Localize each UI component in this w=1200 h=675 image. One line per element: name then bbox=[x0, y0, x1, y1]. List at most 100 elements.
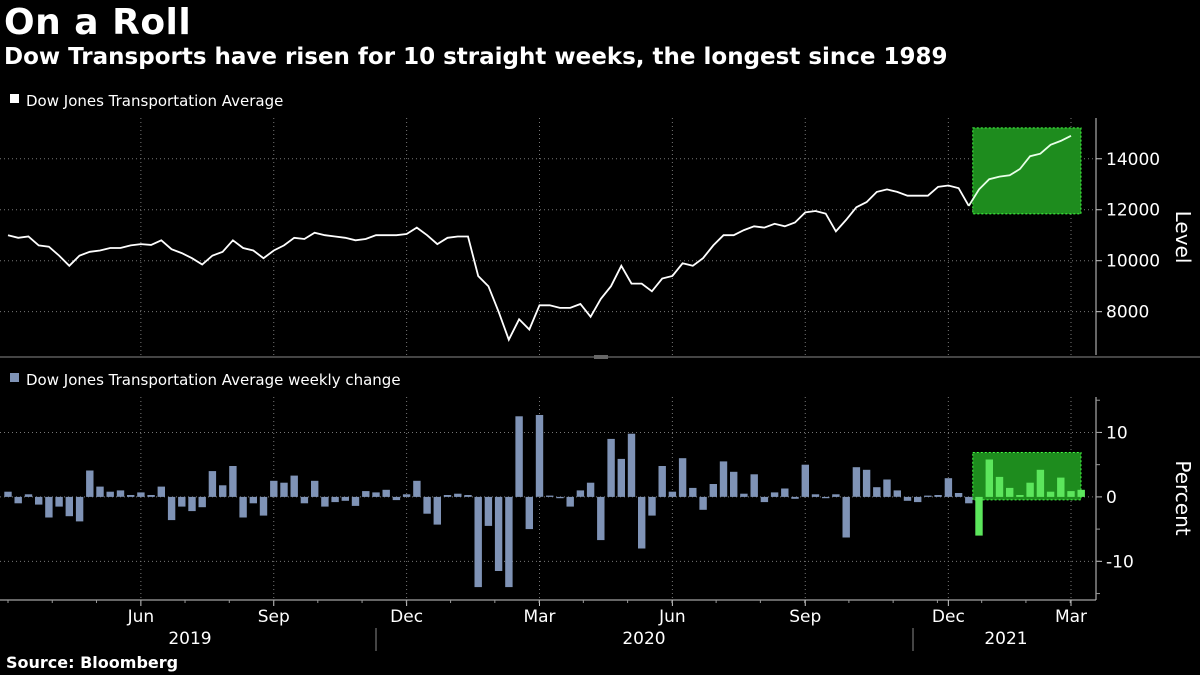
change-bar bbox=[944, 478, 953, 497]
change-bar bbox=[75, 496, 84, 522]
change-legend-label: Dow Jones Transportation Average weekly … bbox=[26, 371, 401, 389]
change-bar bbox=[842, 496, 850, 538]
change-bar bbox=[995, 476, 1004, 497]
change-bar bbox=[402, 494, 411, 497]
change-bar bbox=[331, 496, 339, 503]
change-bar bbox=[924, 495, 932, 497]
year-label-2021: 2021 bbox=[984, 629, 1027, 649]
level-series-line-highlight bbox=[968, 134, 1072, 207]
change-bar bbox=[985, 459, 993, 497]
change-bar bbox=[147, 495, 155, 497]
change-axis-title: Percent bbox=[1171, 460, 1195, 535]
year-label-2019: 2019 bbox=[168, 629, 211, 649]
x-ticks: Jun Sep Dec Mar Jun Sep Dec Mar bbox=[7, 600, 1087, 627]
level-highlight-rect bbox=[972, 127, 1082, 215]
change-bar bbox=[546, 495, 554, 497]
change-bar bbox=[55, 496, 63, 507]
change-bar bbox=[515, 416, 523, 497]
change-bar bbox=[781, 488, 789, 497]
change-bar bbox=[229, 466, 237, 497]
panel-resize-handle[interactable] bbox=[594, 355, 608, 359]
change-bar bbox=[576, 490, 585, 497]
change-tick-label: -10 bbox=[1106, 552, 1134, 572]
change-bar bbox=[24, 494, 33, 497]
change-bar bbox=[975, 496, 983, 536]
level-axis-title: Level bbox=[1171, 211, 1195, 264]
change-bar bbox=[454, 493, 462, 497]
change-bar bbox=[219, 485, 227, 497]
change-bar bbox=[270, 480, 278, 497]
change-bar bbox=[157, 486, 165, 497]
change-bar bbox=[198, 496, 206, 508]
change-bar bbox=[127, 495, 135, 497]
change-bar bbox=[1026, 482, 1034, 497]
change-bar bbox=[638, 496, 646, 549]
change-gridlines bbox=[0, 397, 1096, 600]
change-bar bbox=[372, 492, 380, 497]
change-bar bbox=[505, 496, 513, 588]
change-bar bbox=[413, 480, 421, 497]
level-series-line bbox=[7, 184, 970, 342]
change-bar bbox=[832, 494, 840, 497]
change-bar bbox=[259, 496, 268, 516]
change-bar bbox=[65, 496, 73, 517]
change-panel: Dow Jones Transportation Average weekly … bbox=[0, 371, 1195, 600]
change-bar bbox=[290, 475, 298, 497]
change-bar bbox=[392, 496, 401, 501]
change-bar bbox=[607, 438, 615, 497]
change-bar bbox=[494, 496, 503, 571]
month-label: Dec bbox=[932, 607, 965, 627]
chart-subtitle: Dow Transports have risen for 10 straigh… bbox=[4, 44, 948, 70]
month-label: Sep bbox=[789, 607, 821, 627]
change-bar bbox=[678, 458, 687, 497]
change-bar bbox=[1077, 489, 1085, 497]
year-label-2020: 2020 bbox=[622, 629, 665, 649]
level-tick-label: 14000 bbox=[1106, 150, 1160, 170]
change-bar bbox=[45, 496, 53, 518]
month-label: Mar bbox=[1055, 607, 1087, 627]
change-bar bbox=[311, 480, 319, 497]
change-bar bbox=[627, 433, 636, 497]
change-bar bbox=[4, 491, 12, 497]
month-label: Jun bbox=[658, 607, 686, 627]
level-legend-label: Dow Jones Transportation Average bbox=[26, 92, 283, 110]
x-axis: Jun Sep Dec Mar Jun Sep Dec Mar 2019 2020 2021 bbox=[0, 599, 1096, 651]
level-legend-swatch bbox=[10, 94, 19, 103]
change-bar bbox=[965, 496, 973, 504]
change-bar bbox=[730, 471, 738, 497]
change-bar bbox=[341, 496, 349, 501]
change-bar bbox=[740, 493, 748, 497]
change-bar bbox=[167, 496, 176, 521]
change-bar bbox=[382, 489, 390, 497]
change-bar bbox=[474, 496, 482, 588]
change-bar bbox=[617, 458, 625, 497]
change-bar bbox=[709, 484, 717, 497]
level-tick-label: 10000 bbox=[1106, 252, 1160, 272]
change-bar bbox=[443, 495, 452, 497]
change-bar bbox=[811, 494, 820, 497]
change-bar bbox=[484, 496, 493, 526]
change-bar bbox=[1057, 477, 1065, 497]
level-panel: Dow Jones Transportation Average 8000 100… bbox=[0, 92, 1195, 355]
change-tick-label: 10 bbox=[1106, 423, 1128, 443]
change-bar bbox=[791, 496, 799, 499]
change-bar bbox=[14, 496, 22, 504]
change-bar bbox=[822, 496, 830, 499]
change-legend-swatch bbox=[10, 373, 19, 382]
change-bar bbox=[535, 415, 544, 497]
change-bar bbox=[423, 496, 431, 514]
change-bar bbox=[658, 466, 666, 497]
level-highlight-box bbox=[972, 127, 1082, 215]
change-bar bbox=[1006, 487, 1014, 497]
change-bar bbox=[883, 479, 891, 497]
change-bar bbox=[1036, 469, 1045, 497]
change-bar bbox=[903, 496, 912, 501]
source-note: Source: Bloomberg bbox=[6, 653, 179, 672]
change-bar bbox=[106, 491, 114, 497]
change-bar bbox=[86, 470, 94, 497]
change-bar bbox=[433, 496, 441, 525]
change-bar bbox=[893, 490, 901, 497]
change-bar bbox=[35, 496, 43, 505]
change-bar bbox=[648, 496, 656, 516]
